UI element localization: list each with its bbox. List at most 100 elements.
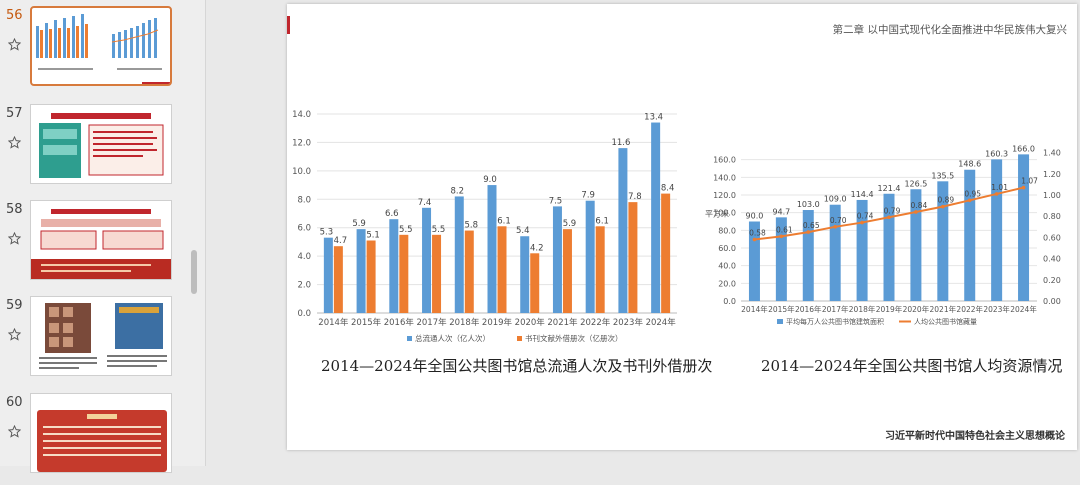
bar [661,193,671,313]
legend-label: 书刊文献外借册次（亿册次） [525,333,623,343]
star-icon[interactable] [8,38,21,51]
line-data-label: 0.61 [776,225,793,234]
x-tick-label: 2014年 [318,317,349,328]
y-tick-label: 60.0 [718,244,736,253]
slide-number: 58 [6,202,23,217]
data-label: 109.0 [824,195,847,204]
thumbnail-row-57[interactable]: 57 [0,104,205,196]
line-data-label: 0.58 [749,229,766,238]
line-data-label: 0.89 [937,196,954,205]
x-tick-label: 2015年 [768,304,795,314]
y-tick-label: 40.0 [718,262,736,271]
chart-caption-left: 2014—2024年全国公共图书馆总流通人次及书刊外借册次 [321,357,713,375]
x-tick-label: 2022年 [580,317,611,328]
chart-total-circulation: 0.0 2.0 4.0 6.0 8.0 10.0 12.0 14.0 5.34.7 2014年 5.… [292,110,677,343]
x-tick-label: 2021年 [547,317,578,328]
footer-text: 习近平新时代中国特色社会主义思想概论 [885,431,1065,442]
bar [333,246,343,313]
slide-canvas[interactable]: 第二章 以中国式现代化全面推进中华民族伟大复兴 0.0 2.0 4.0 6.0 8.0 1… [287,4,1077,450]
data-label: 160.3 [985,149,1008,158]
thumbnail-preview [31,201,171,279]
y-tick-label: 80.0 [718,226,736,235]
line-point [967,198,972,203]
star-icon[interactable] [8,328,21,341]
bar [530,253,540,313]
line-data-label: 0.65 [803,221,820,230]
bar [422,207,432,313]
bar [454,196,464,313]
star-icon[interactable] [8,425,21,438]
data-label: 5.8 [465,221,479,231]
data-label: 7.8 [628,192,642,202]
thumbnail-row-56[interactable]: 56 [0,6,205,98]
y-tick-label: 0.0 [723,297,736,306]
data-label: 4.2 [530,243,544,253]
y-tick-label: 160.0 [713,156,736,165]
line-point [914,210,918,214]
slide-thumbnail-56[interactable] [30,6,172,86]
data-label: 94.7 [772,207,790,216]
slide-number: 60 [6,395,23,410]
legend-label: 平均每万人公共图书馆建筑面积 [786,317,884,326]
bar [464,230,474,313]
slide-thumbnail-59[interactable] [30,296,172,376]
data-label: 6.1 [497,216,511,226]
star-icon[interactable] [8,136,21,149]
x-tick-label: 2020年 [515,317,546,328]
line-point [1021,185,1026,190]
data-label: 7.4 [418,198,432,208]
data-label: 148.6 [958,160,981,169]
data-label: 90.0 [746,212,764,221]
data-label: 13.4 [644,113,663,123]
line-point [941,204,945,209]
star-icon[interactable] [8,232,21,245]
y-tick-label: 4.0 [297,252,311,262]
data-label: 5.4 [516,226,530,236]
bar [366,240,376,313]
line-data-label: 0.95 [964,189,981,198]
x-tick-label: 2015年 [351,317,382,328]
data-label: 8.4 [661,184,675,194]
bar [595,226,605,313]
data-label: 126.5 [904,179,927,188]
thumbnail-preview [39,113,164,178]
thumbnail-row-59[interactable]: 59 [0,296,205,388]
data-label: 5.3 [320,228,334,238]
bar [389,219,399,313]
bar [562,229,572,313]
slide-thumbnail-58[interactable] [30,200,172,280]
legend-swatch [407,336,412,341]
bar [937,181,949,301]
data-label: 7.9 [581,191,595,201]
legend-label: 人均公共图书馆藏量 [914,317,977,326]
bar [487,185,497,313]
data-label: 103.0 [797,200,820,209]
data-label: 5.9 [563,219,577,229]
x-tick-label: 2016年 [795,304,822,314]
thumbnail-scrollbar[interactable] [191,250,197,294]
y-tick-label: 14.0 [292,110,311,120]
slide-thumbnail-57[interactable] [30,104,172,184]
slide-accent-mark [287,16,290,34]
slide-thumbnail-pane: 56 57 [0,0,206,473]
bar [618,148,628,313]
slide-number: 57 [6,106,23,121]
bar [748,221,760,301]
data-label: 4.7 [334,236,348,246]
data-label: 9.0 [483,175,497,185]
y-tick-label: 10.0 [292,167,311,177]
line-point [860,220,864,225]
x-tick-label: 2024年 [646,317,677,328]
bar [585,200,595,313]
y2-tick-label: 0.80 [1043,212,1061,221]
bar [964,169,976,301]
data-label: 11.6 [611,138,630,148]
y-axis-label: 平方米 [705,209,729,219]
slide-thumbnail-60[interactable] [30,393,172,473]
data-label: 5.5 [432,225,446,235]
thumbnail-row-60[interactable]: 60 [0,393,205,485]
x-tick-label: 2014年 [741,304,768,314]
thumbnail-row-58[interactable]: 58 [0,200,205,292]
bar [628,202,638,313]
bar [399,234,409,313]
